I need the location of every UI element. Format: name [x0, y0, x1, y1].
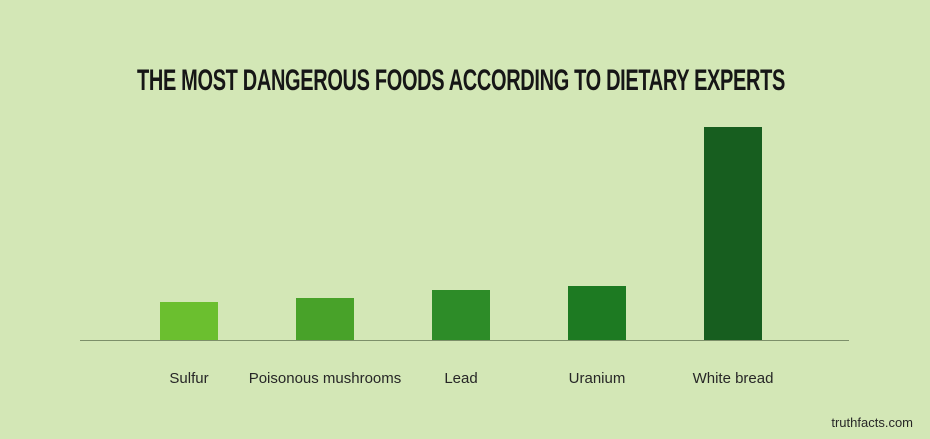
svg-text:THE MOST DANGEROUS FOODS ACCOR: THE MOST DANGEROUS FOODS ACCORDING TO DI…: [137, 64, 785, 97]
